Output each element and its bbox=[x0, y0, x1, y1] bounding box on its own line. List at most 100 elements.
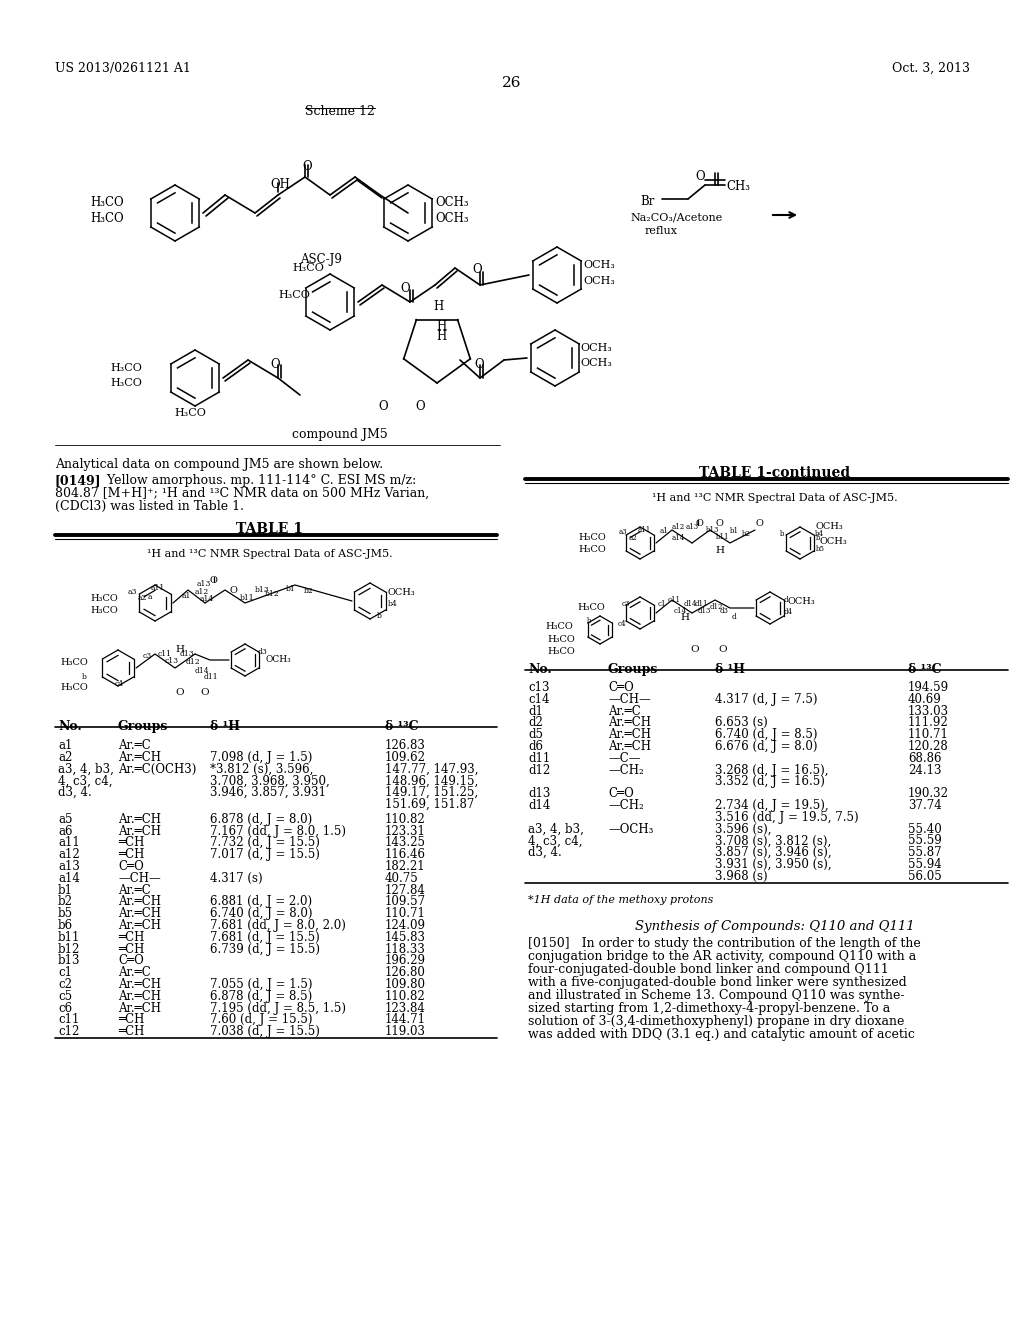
Text: Ar.═C: Ar.═C bbox=[608, 705, 641, 718]
Text: H₃CO: H₃CO bbox=[578, 545, 606, 554]
Text: —C—: —C— bbox=[608, 752, 640, 764]
Text: 2.734 (d, J = 19.5),: 2.734 (d, J = 19.5), bbox=[715, 799, 828, 812]
Text: Ar.═C: Ar.═C bbox=[118, 883, 151, 896]
Text: 123.31: 123.31 bbox=[385, 825, 426, 838]
Text: 26: 26 bbox=[502, 77, 522, 90]
Text: 151.69, 151.87: 151.69, 151.87 bbox=[385, 799, 474, 810]
Text: c13: c13 bbox=[165, 657, 179, 665]
Text: H₃CO: H₃CO bbox=[292, 263, 324, 273]
Text: OCH₃: OCH₃ bbox=[580, 358, 612, 368]
Text: 3.596 (s),: 3.596 (s), bbox=[715, 822, 771, 836]
Text: and illustrated in Scheme 13. Compound Q110 was synthe-: and illustrated in Scheme 13. Compound Q… bbox=[528, 989, 904, 1002]
Text: 3.268 (d, J = 16.5),: 3.268 (d, J = 16.5), bbox=[715, 763, 828, 776]
Text: Ar.═CH: Ar.═CH bbox=[118, 978, 161, 991]
Text: c12: c12 bbox=[58, 1026, 80, 1039]
Text: Ar.═CH: Ar.═CH bbox=[118, 895, 161, 908]
Text: 194.59: 194.59 bbox=[908, 681, 949, 694]
Text: —CH—: —CH— bbox=[608, 693, 650, 706]
Text: Synthesis of Compounds: Q110 and Q111: Synthesis of Compounds: Q110 and Q111 bbox=[635, 920, 914, 933]
Text: 6.740 (d, J = 8.5): 6.740 (d, J = 8.5) bbox=[715, 729, 817, 742]
Text: b12: b12 bbox=[265, 590, 280, 598]
Text: 110.71: 110.71 bbox=[385, 907, 426, 920]
Text: d11: d11 bbox=[528, 752, 550, 764]
Text: a14: a14 bbox=[58, 871, 80, 884]
Text: b2: b2 bbox=[742, 531, 751, 539]
Text: 143.25: 143.25 bbox=[385, 837, 426, 849]
Text: H₃CO: H₃CO bbox=[90, 213, 124, 224]
Text: a14: a14 bbox=[200, 595, 214, 603]
Text: 145.83: 145.83 bbox=[385, 931, 426, 944]
Text: Ar.═CH: Ar.═CH bbox=[118, 825, 161, 838]
Text: a12: a12 bbox=[58, 849, 80, 861]
Text: H: H bbox=[680, 612, 689, 622]
Text: Br: Br bbox=[640, 195, 654, 209]
Text: c3: c3 bbox=[622, 601, 631, 609]
Text: b: b bbox=[82, 673, 87, 681]
Text: d14: d14 bbox=[195, 667, 210, 675]
Text: 804.87 [M+H]⁺; ¹H and ¹³C NMR data on 500 MHz Varian,: 804.87 [M+H]⁺; ¹H and ¹³C NMR data on 50… bbox=[55, 487, 429, 500]
Text: US 2013/0261121 A1: US 2013/0261121 A1 bbox=[55, 62, 190, 75]
Text: Analytical data on compound JM5 are shown below.: Analytical data on compound JM5 are show… bbox=[55, 458, 383, 471]
Text: d11: d11 bbox=[204, 673, 219, 681]
Text: c4: c4 bbox=[115, 680, 124, 688]
Text: 118.33: 118.33 bbox=[385, 942, 426, 956]
Text: 40.75: 40.75 bbox=[385, 871, 419, 884]
Text: a11: a11 bbox=[58, 837, 80, 849]
Text: Ar.═CH: Ar.═CH bbox=[608, 717, 651, 730]
Text: —CH₂: —CH₂ bbox=[608, 799, 644, 812]
Text: C═O: C═O bbox=[608, 787, 634, 800]
Text: [0150]   In order to study the contribution of the length of the: [0150] In order to study the contributio… bbox=[528, 937, 921, 949]
Text: 7.60 (d, J = 15.5): 7.60 (d, J = 15.5) bbox=[210, 1014, 312, 1027]
Text: b2: b2 bbox=[304, 587, 313, 595]
Text: d12: d12 bbox=[710, 603, 724, 611]
Text: OCH₃: OCH₃ bbox=[580, 343, 612, 352]
Text: —CH—: —CH— bbox=[118, 871, 161, 884]
Text: with a five-conjugated-double bond linker were synthesized: with a five-conjugated-double bond linke… bbox=[528, 975, 906, 989]
Text: 24.13: 24.13 bbox=[908, 763, 941, 776]
Text: 6.878 (d, J = 8.0): 6.878 (d, J = 8.0) bbox=[210, 813, 312, 826]
Text: 55.87: 55.87 bbox=[908, 846, 942, 859]
Text: 55.59: 55.59 bbox=[908, 834, 942, 847]
Text: c4: c4 bbox=[618, 620, 627, 628]
Text: O: O bbox=[210, 576, 218, 585]
Text: H₃CO: H₃CO bbox=[60, 657, 88, 667]
Text: c11: c11 bbox=[158, 649, 172, 657]
Text: compound JM5: compound JM5 bbox=[292, 428, 388, 441]
Text: b1: b1 bbox=[58, 883, 73, 896]
Text: a5: a5 bbox=[58, 813, 73, 826]
Text: 111.92: 111.92 bbox=[908, 717, 949, 730]
Text: 6.739 (d, J = 15.5): 6.739 (d, J = 15.5) bbox=[210, 942, 319, 956]
Text: 7.681 (d, J = 15.5): 7.681 (d, J = 15.5) bbox=[210, 931, 319, 944]
Text: 109.80: 109.80 bbox=[385, 978, 426, 991]
Text: b2: b2 bbox=[58, 895, 73, 908]
Text: 4, c3, c4,: 4, c3, c4, bbox=[58, 775, 113, 788]
Text: ═CH: ═CH bbox=[118, 1026, 144, 1039]
Text: d3: d3 bbox=[720, 607, 729, 615]
Text: 196.29: 196.29 bbox=[385, 954, 426, 968]
Text: 4.317 (d, J = 7.5): 4.317 (d, J = 7.5) bbox=[715, 693, 817, 706]
Text: a1: a1 bbox=[182, 591, 191, 601]
Text: 6.676 (d, J = 8.0): 6.676 (d, J = 8.0) bbox=[715, 741, 817, 752]
Text: O: O bbox=[415, 400, 425, 413]
Text: Ar.═CH: Ar.═CH bbox=[608, 741, 651, 752]
Text: 182.21: 182.21 bbox=[385, 861, 426, 873]
Text: Ar.═C(OCH3): Ar.═C(OCH3) bbox=[118, 763, 197, 776]
Text: c13: c13 bbox=[528, 681, 550, 694]
Text: OH: OH bbox=[270, 178, 290, 191]
Text: 6.740 (d, J = 8.0): 6.740 (d, J = 8.0) bbox=[210, 907, 312, 920]
Text: b5: b5 bbox=[58, 907, 73, 920]
Text: 126.80: 126.80 bbox=[385, 966, 426, 979]
Text: d13: d13 bbox=[180, 649, 195, 657]
Text: 147.77, 147.93,: 147.77, 147.93, bbox=[385, 763, 478, 776]
Text: b: b bbox=[816, 535, 820, 543]
Text: c3: c3 bbox=[143, 652, 153, 660]
Text: b11: b11 bbox=[716, 533, 729, 541]
Text: H₃CO: H₃CO bbox=[90, 594, 118, 603]
Text: 3.968 (s): 3.968 (s) bbox=[715, 870, 768, 883]
Text: O: O bbox=[472, 263, 481, 276]
Text: a12: a12 bbox=[195, 587, 209, 597]
Text: b4: b4 bbox=[388, 601, 397, 609]
Text: 3.708, 3.968, 3.950,: 3.708, 3.968, 3.950, bbox=[210, 775, 330, 788]
Text: δ ¹H: δ ¹H bbox=[210, 719, 240, 733]
Text: 55.40: 55.40 bbox=[908, 822, 942, 836]
